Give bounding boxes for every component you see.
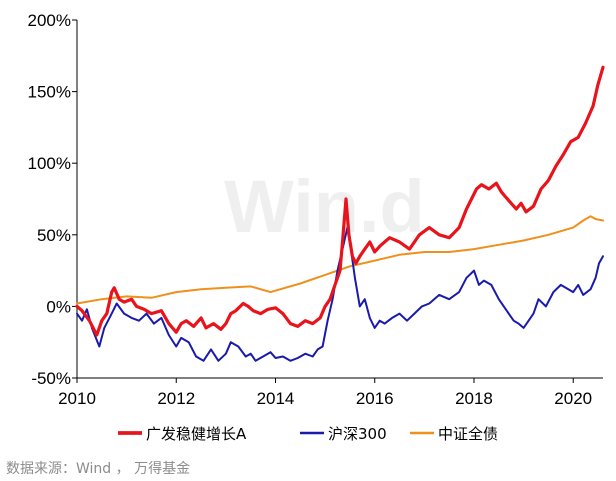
- y-tick-label: -50%: [31, 369, 71, 388]
- legend-label-1: 沪深300: [328, 425, 387, 443]
- x-tick-label: 2014: [257, 389, 295, 408]
- y-tick-label: 0%: [46, 297, 71, 316]
- legend-label-0: 广发稳健增长A: [146, 425, 247, 443]
- legend: 广发稳健增长A 沪深300 中证全债: [118, 425, 498, 443]
- y-tick-label: 200%: [28, 11, 71, 30]
- series-line-2: [76, 215, 604, 305]
- y-tick-label: 100%: [28, 154, 71, 173]
- y-axis-ticks: -50% 0% 50% 100% 150% 200%: [28, 11, 77, 388]
- x-tick-label: 2012: [157, 389, 195, 408]
- x-tick-label: 2018: [455, 389, 493, 408]
- legend-label-2: 中证全债: [438, 425, 498, 443]
- x-tick-label: 2016: [356, 389, 394, 408]
- y-tick-label: 50%: [37, 226, 71, 245]
- x-axis-ticks: 2010 2012 2014 2016 2018 2020: [58, 378, 592, 408]
- x-tick-label: 2020: [554, 389, 592, 408]
- source-note: 数据来源：Wind ， 万得基金: [6, 461, 191, 477]
- series-layer: [75, 65, 605, 362]
- watermark: Win.d: [224, 165, 425, 248]
- y-tick-label: 150%: [28, 83, 71, 102]
- series-line-0: [75, 65, 605, 337]
- x-tick-label: 2010: [58, 389, 96, 408]
